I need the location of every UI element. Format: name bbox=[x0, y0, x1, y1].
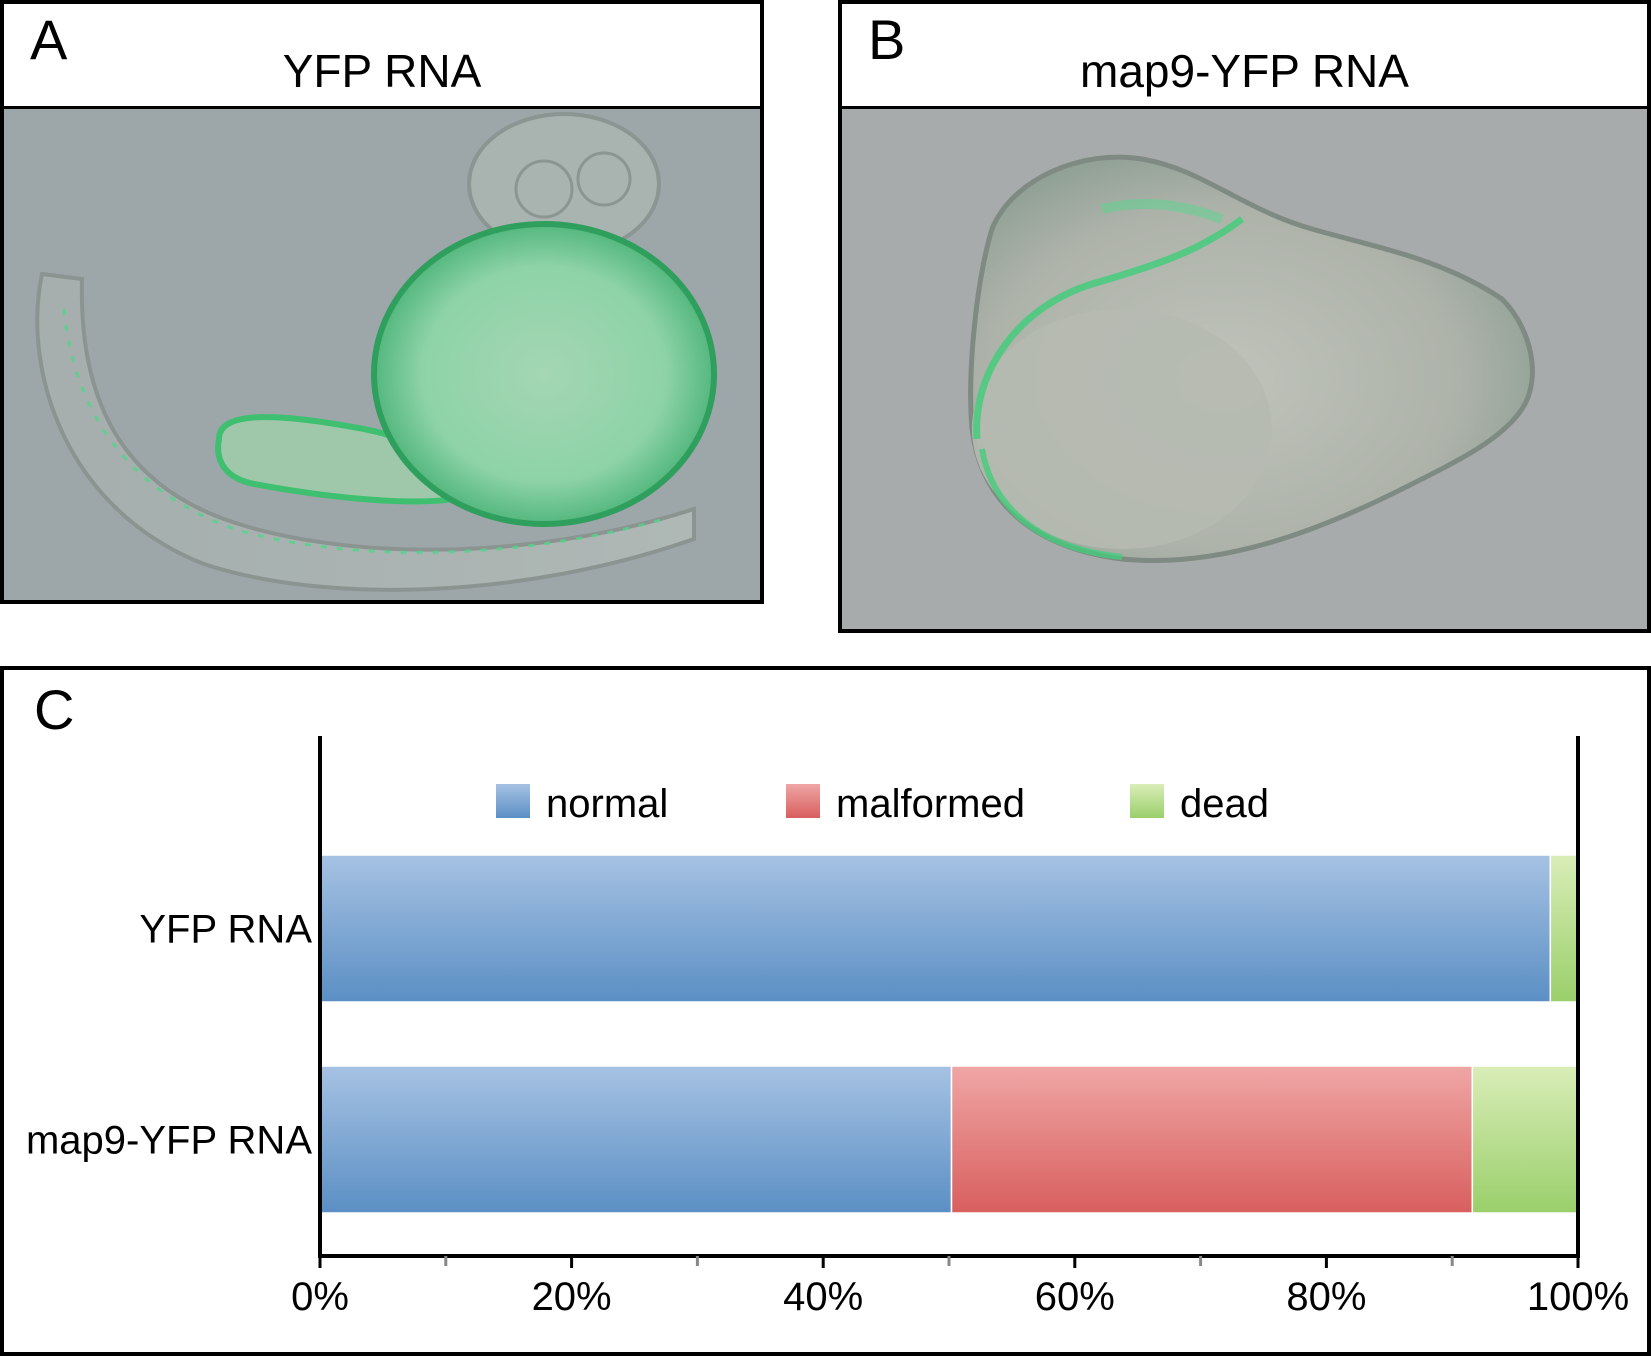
panel-b-header: B map9-YFP RNA bbox=[842, 4, 1647, 109]
x-tick-label-5: 100% bbox=[1527, 1275, 1629, 1319]
outcome-stacked-bar-chart: YFP RNA map9-YFP RNA 0% 20% 40% 60% 80% 100% nor… bbox=[26, 736, 1629, 1319]
legend-label-dead: dead bbox=[1180, 782, 1269, 826]
panel-b-letter: B bbox=[868, 8, 906, 71]
x-tick-label-1: 20% bbox=[532, 1275, 612, 1319]
panel-b-caption: map9-YFP RNA bbox=[1080, 45, 1409, 97]
x-tick-label-3: 60% bbox=[1035, 1275, 1115, 1319]
panel-c: C YFP RNA map9-YFP RNA 0% 20% 40% 60% 80% 100% n… bbox=[0, 666, 1651, 1356]
bar-normal-1 bbox=[319, 1065, 953, 1214]
legend-swatch-normal bbox=[496, 784, 530, 818]
embryo-a-image bbox=[4, 109, 760, 600]
panel-c-letter: C bbox=[34, 678, 75, 741]
panel-b-micrograph bbox=[842, 109, 1647, 629]
legend-swatch-dead bbox=[1130, 784, 1164, 818]
embryo-b-image bbox=[842, 109, 1647, 629]
panel-a-micrograph bbox=[4, 109, 760, 600]
panel-b: B map9-YFP RNA bbox=[838, 0, 1651, 633]
panel-a-header: A YFP RNA bbox=[4, 4, 760, 109]
category-label-1: map9-YFP RNA bbox=[26, 1119, 312, 1163]
legend-label-normal: normal bbox=[546, 782, 668, 826]
x-tick-label-4: 80% bbox=[1286, 1275, 1366, 1319]
bar-dead-1 bbox=[1471, 1065, 1579, 1214]
category-label-0: YFP RNA bbox=[139, 908, 312, 952]
chart-plot-area: YFP RNA map9-YFP RNA 0% 20% 40% 60% 80% 100% nor… bbox=[26, 736, 1629, 1319]
x-tick-label-0: 0% bbox=[291, 1275, 349, 1319]
legend-swatch-malformed bbox=[786, 784, 820, 818]
panel-a-caption: YFP RNA bbox=[282, 45, 482, 97]
panel-a: A YFP RNA bbox=[0, 0, 764, 604]
legend-label-malformed: malformed bbox=[836, 782, 1025, 826]
x-tick-label-2: 40% bbox=[783, 1275, 863, 1319]
bar-dead-0 bbox=[1549, 854, 1579, 1003]
bar-malformed-1 bbox=[950, 1065, 1474, 1214]
bar-normal-0 bbox=[319, 854, 1552, 1003]
panel-a-letter: A bbox=[30, 8, 68, 71]
